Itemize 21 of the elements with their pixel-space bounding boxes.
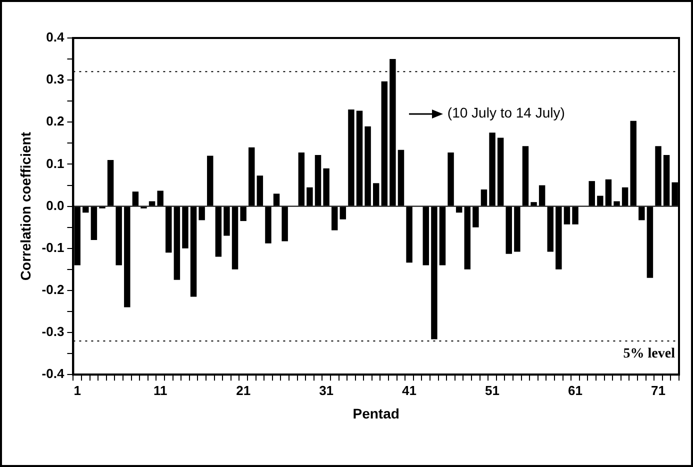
x-tick-label: 71 (651, 382, 666, 398)
x-tick-label: 31 (319, 382, 334, 398)
y-tick-label: -0.4 (42, 366, 65, 382)
x-tick-label: 1 (74, 382, 81, 398)
y-tick-label: -0.2 (42, 282, 64, 298)
y-tick-label: 0.0 (46, 198, 64, 213)
y-tick-label: 0.4 (46, 30, 65, 45)
y-tick-label: -0.1 (42, 240, 64, 255)
ref-line-label: 5% level (623, 346, 676, 362)
y-axis-title: Correlation coefficient (17, 132, 34, 281)
y-tick-label: 0.3 (46, 72, 64, 87)
y-tick-label: -0.3 (42, 324, 64, 340)
x-tick-label: 41 (402, 382, 417, 398)
x-tick-label: 11 (153, 382, 168, 398)
annotation: (10 July to 14 July) (447, 104, 565, 121)
x-tick-label: 21 (236, 382, 251, 398)
y-tick-label: 0.2 (46, 114, 64, 129)
x-tick-label: 51 (485, 382, 500, 398)
x-axis-title: Pentad (352, 405, 400, 422)
y-tick-label: 0.1 (46, 156, 64, 171)
x-tick-label: 61 (568, 382, 582, 398)
